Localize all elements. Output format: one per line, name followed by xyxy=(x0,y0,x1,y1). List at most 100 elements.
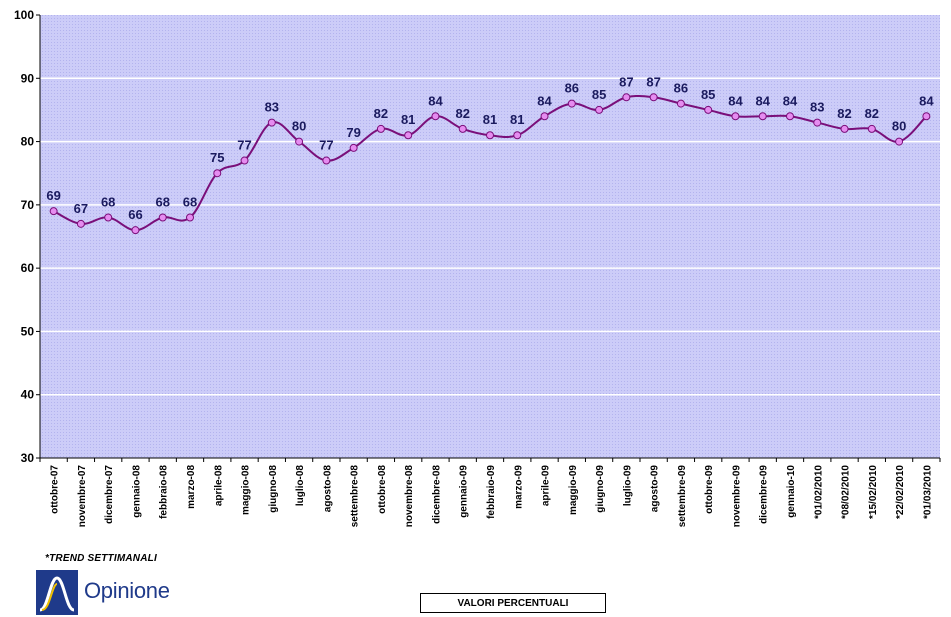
data-label: 82 xyxy=(865,106,879,121)
data-point xyxy=(649,93,658,102)
y-tick-label: 70 xyxy=(21,198,35,212)
x-tick-label: ottobre-07 xyxy=(50,465,61,514)
data-point xyxy=(486,131,494,140)
data-label: 87 xyxy=(646,74,660,89)
logo-text: Opinione xyxy=(84,578,170,603)
y-tick-label: 100 xyxy=(14,8,34,22)
opinione-logo: Opinione xyxy=(36,570,171,615)
x-tick-label: novembre-09 xyxy=(731,465,742,528)
y-tick-label: 80 xyxy=(21,135,35,149)
data-point xyxy=(840,124,849,133)
data-label: 84 xyxy=(537,93,552,108)
data-label: 68 xyxy=(101,195,115,210)
data-point xyxy=(104,213,113,222)
data-point xyxy=(213,169,222,178)
x-tick-label: gennaio-10 xyxy=(786,465,797,518)
data-label: 82 xyxy=(837,106,851,121)
x-tick-label: dicembre-08 xyxy=(431,465,442,524)
x-tick-label: dicembre-07 xyxy=(104,465,115,524)
data-label: 68 xyxy=(155,195,169,210)
x-tick-labels: ottobre-07 novembre-07 dicembre-07 gennaio-… xyxy=(50,465,934,528)
data-point xyxy=(322,156,331,165)
x-tick-label: settembre-09 xyxy=(677,465,688,528)
opinione-logo-mark xyxy=(36,570,78,615)
x-tick-label: dicembre-09 xyxy=(759,465,770,524)
x-tick-label: *01/02/2010 xyxy=(813,465,824,519)
data-point xyxy=(131,226,140,235)
data-point xyxy=(895,137,904,146)
data-label: 85 xyxy=(701,87,715,102)
x-tick-label: giugno-08 xyxy=(268,465,279,513)
data-point xyxy=(867,124,876,133)
x-tick-label: gennaio-08 xyxy=(131,465,142,518)
data-point xyxy=(731,112,740,121)
y-tick-label: 90 xyxy=(21,71,35,85)
x-tick-label: *08/02/2010 xyxy=(841,465,852,519)
data-label: 86 xyxy=(674,81,688,96)
x-tick-label: *22/02/2010 xyxy=(895,465,906,519)
x-tick-label: marzo-08 xyxy=(186,465,197,509)
y-tick-label: 40 xyxy=(21,388,35,402)
x-tick-label: aprile-08 xyxy=(213,465,224,507)
data-point xyxy=(595,105,604,114)
x-tick-label: aprile-09 xyxy=(541,465,552,507)
data-point xyxy=(76,219,85,228)
data-point xyxy=(813,118,822,127)
data-label: 87 xyxy=(619,74,633,89)
data-label: 81 xyxy=(510,112,524,127)
data-point xyxy=(49,207,58,216)
data-label: 75 xyxy=(210,150,224,165)
data-label: 83 xyxy=(810,100,824,115)
x-tick-label: novembre-07 xyxy=(77,465,88,528)
data-label: 82 xyxy=(374,106,388,121)
data-label: 84 xyxy=(783,93,798,108)
data-point xyxy=(431,112,440,121)
x-tick-label: *01/03/2010 xyxy=(922,465,933,519)
data-point xyxy=(376,124,385,133)
legend-label: VALORI PERCENTUALI xyxy=(457,597,569,609)
data-label: 83 xyxy=(265,100,279,115)
data-label: 81 xyxy=(401,112,415,127)
legend-box: VALORI PERCENTUALI xyxy=(420,593,606,613)
data-point xyxy=(240,156,249,165)
x-tick-label: ottobre-08 xyxy=(377,465,388,514)
data-label: 80 xyxy=(892,119,906,134)
x-tick-label: febbraio-09 xyxy=(486,465,497,519)
data-point xyxy=(786,112,794,121)
data-point xyxy=(404,131,413,140)
data-point xyxy=(186,213,194,222)
x-tick-label: giugno-09 xyxy=(595,465,606,513)
data-point xyxy=(922,112,931,121)
data-labels: 69 67 68 66 68 68 75 77 83 80 77 79 82 81 84 82 81 81 84 86… xyxy=(46,74,934,222)
data-point xyxy=(622,93,631,102)
axes xyxy=(36,14,941,462)
plot-area xyxy=(40,15,940,458)
data-label: 82 xyxy=(455,106,469,121)
data-label: 77 xyxy=(319,138,333,153)
x-tick-label: agosto-09 xyxy=(650,465,661,513)
data-label: 80 xyxy=(292,119,306,134)
x-tick-label: maggio-09 xyxy=(568,465,579,515)
y-tick-label: 50 xyxy=(21,324,35,338)
x-tick-label: gennaio-09 xyxy=(459,465,470,518)
data-point xyxy=(567,99,576,108)
x-tick-label: luglio-09 xyxy=(622,465,633,507)
data-point xyxy=(158,213,167,222)
x-tick-label: luglio-08 xyxy=(295,465,306,507)
data-label: 67 xyxy=(74,201,88,216)
data-label: 86 xyxy=(565,81,579,96)
x-tick-label: marzo-09 xyxy=(513,465,524,509)
data-point xyxy=(295,137,304,146)
x-tick-label: *15/02/2010 xyxy=(868,465,879,519)
data-label: 66 xyxy=(128,207,142,222)
data-label: 79 xyxy=(346,125,360,140)
data-point xyxy=(513,131,522,140)
y-tick-label: 60 xyxy=(21,261,35,275)
data-point xyxy=(349,143,358,152)
x-tick-label: agosto-08 xyxy=(322,465,333,513)
data-point xyxy=(458,124,467,133)
data-label: 77 xyxy=(237,138,251,153)
data-label: 84 xyxy=(428,93,443,108)
x-tick-label: maggio-08 xyxy=(241,465,252,515)
